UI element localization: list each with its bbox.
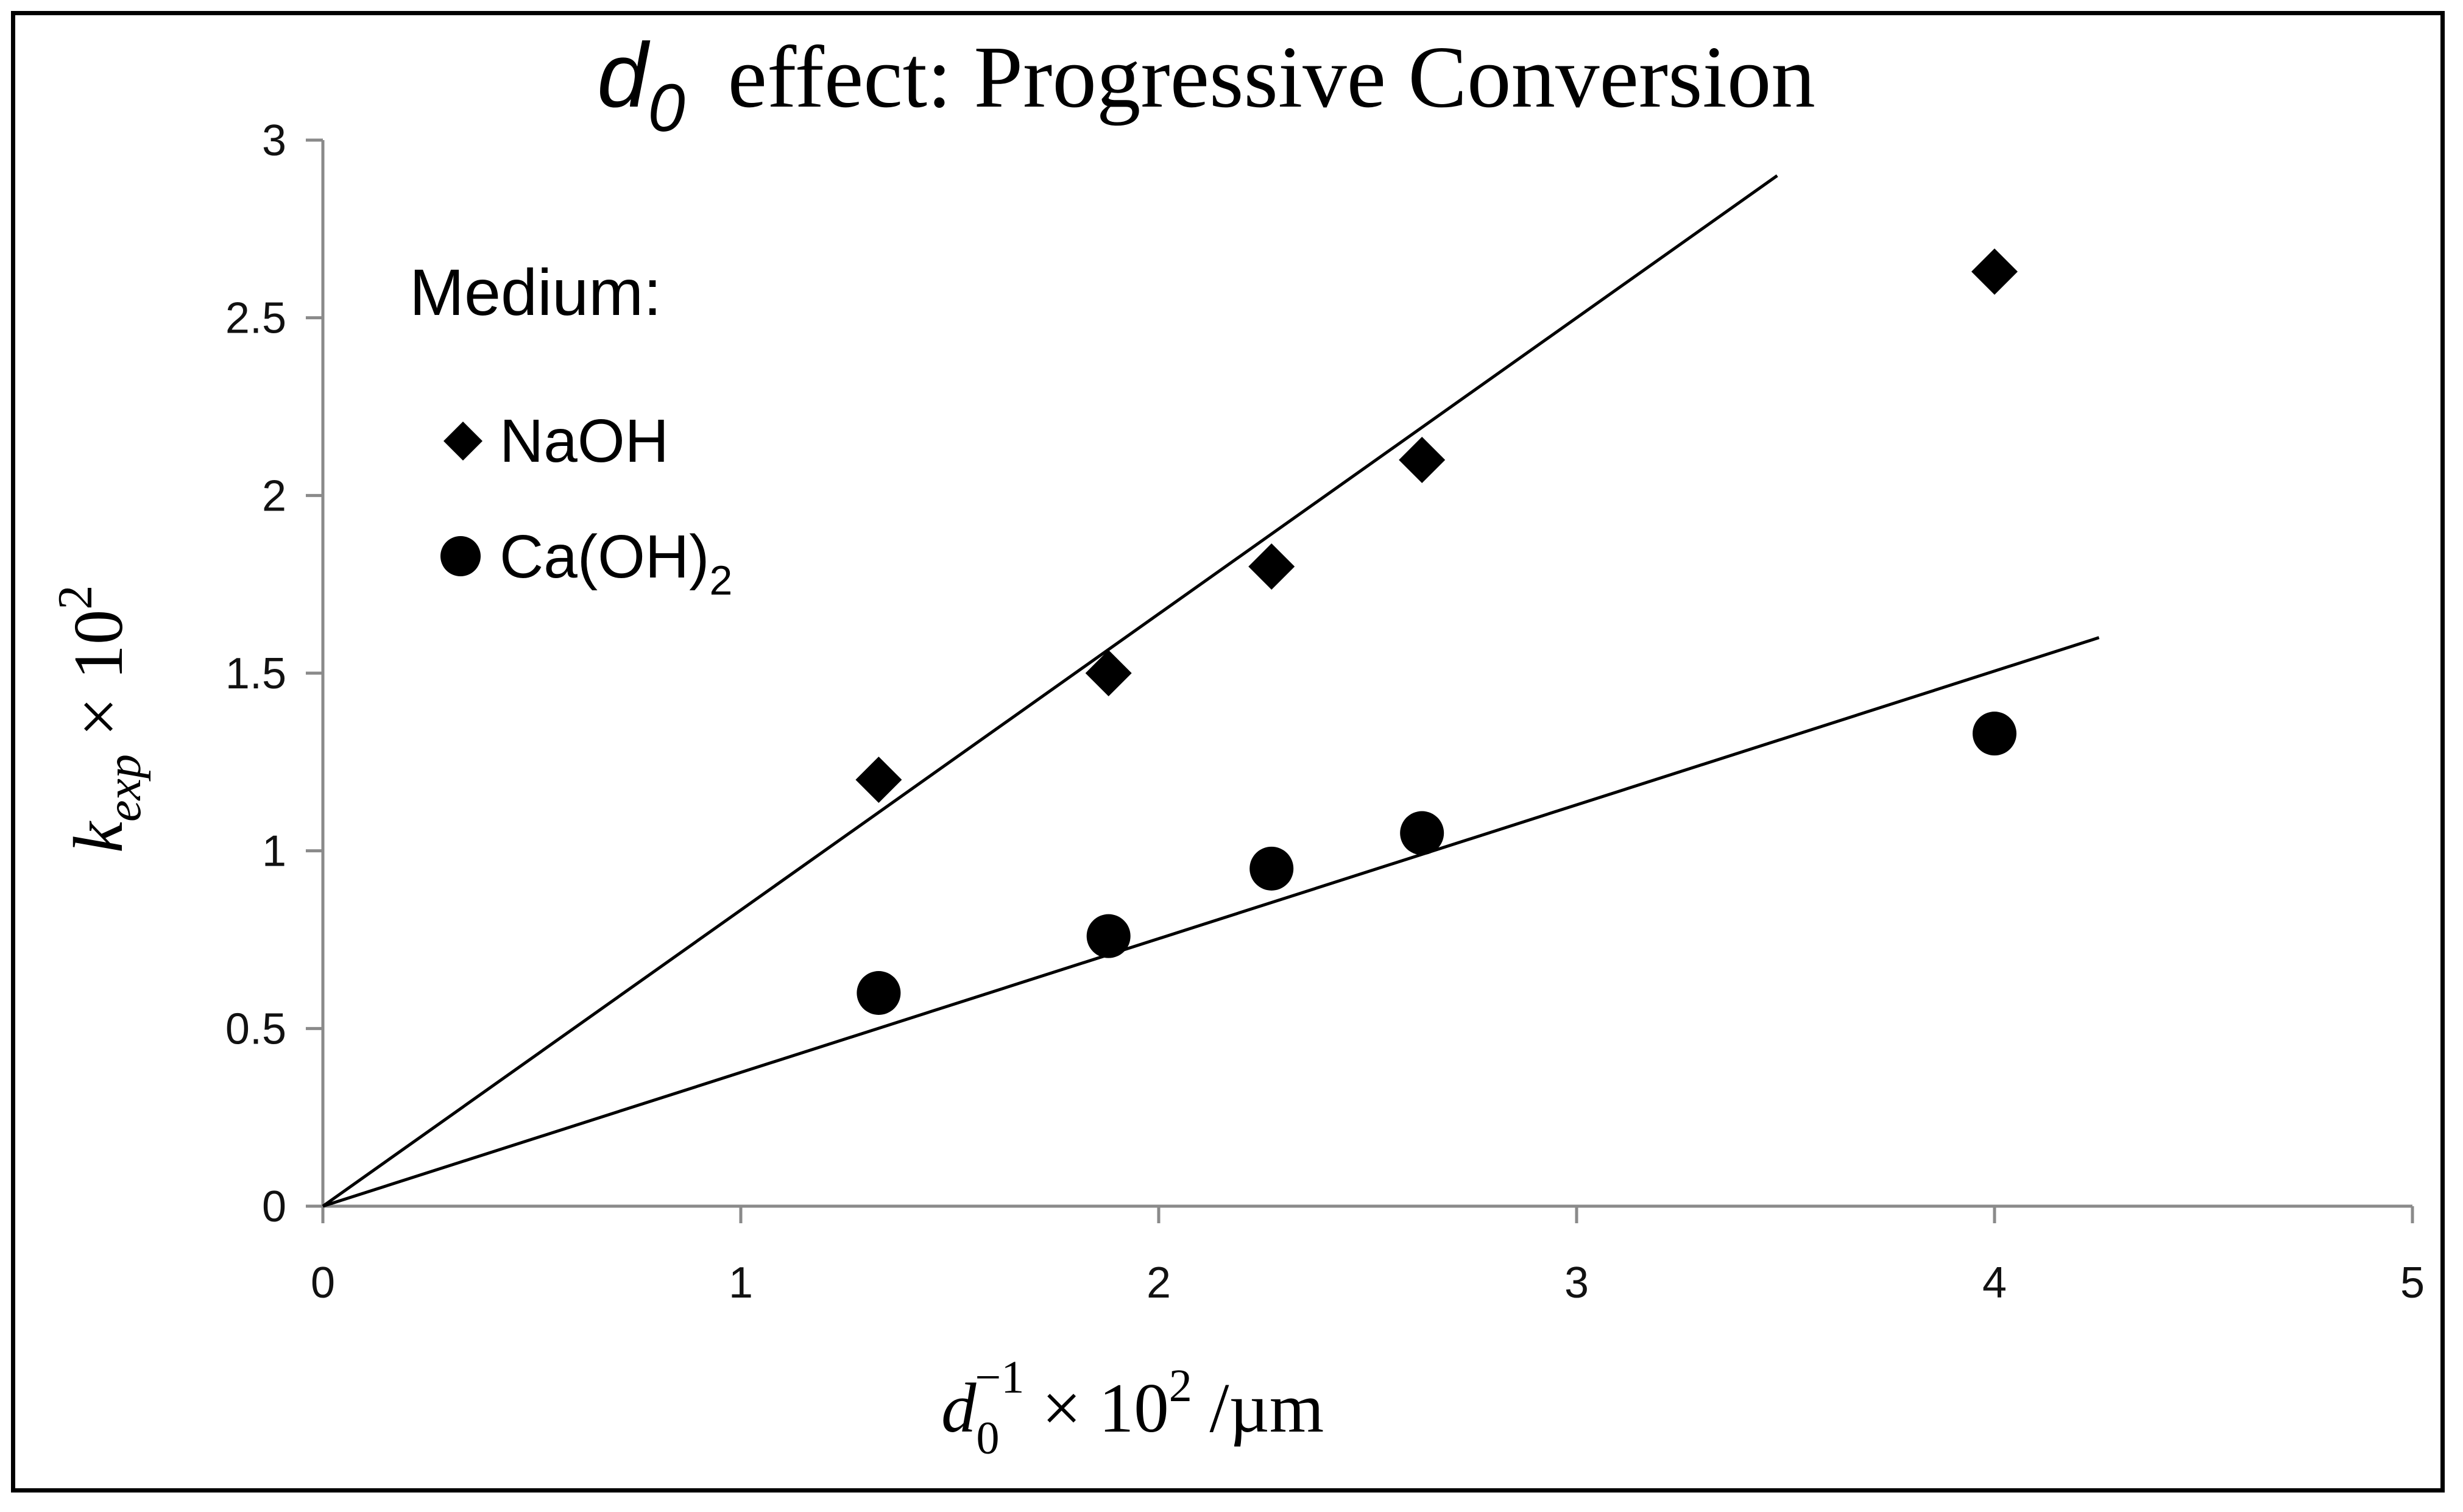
point-naoh — [1399, 437, 1446, 483]
x-tick-label: 5 — [2400, 1259, 2425, 1307]
x-axis-label: d0−1 × 102 /µm — [941, 1352, 1324, 1464]
point-caoh2 — [1400, 811, 1444, 855]
legend-title: Medium: — [409, 255, 662, 329]
legend-label-caoh2: Ca(OH)2 — [500, 523, 732, 604]
y-ticks: 0 0.5 1 1.5 2 2.5 3 — [225, 116, 323, 1231]
axes: 0 0.5 1 1.5 2 2.5 3 0 1 2 3 4 5 — [225, 116, 2425, 1307]
x-tick-label: 1 — [729, 1259, 753, 1307]
legend: Medium: NaOH Ca(OH)2 — [409, 255, 732, 604]
y-tick-label: 0 — [262, 1182, 286, 1231]
chart-frame — [11, 11, 2445, 1493]
legend-label-naoh: NaOH — [500, 407, 669, 475]
y-tick-label: 2.5 — [225, 294, 286, 343]
data-points — [855, 248, 2018, 1015]
point-naoh — [1085, 650, 1132, 696]
point-caoh2 — [857, 971, 901, 1015]
point-naoh — [1248, 543, 1295, 590]
y-tick-label: 3 — [262, 116, 286, 165]
point-naoh — [855, 757, 902, 803]
legend-marker-naoh — [443, 422, 482, 461]
fit-lines — [322, 174, 2100, 1208]
y-tick-label: 1.5 — [225, 649, 286, 698]
fit-line-caoh2 — [322, 636, 2100, 1208]
x-tick-label: 4 — [1982, 1259, 2007, 1307]
y-tick-label: 1 — [262, 827, 286, 876]
fit-line-naoh — [322, 174, 1778, 1208]
x-tick-label: 3 — [1564, 1259, 1589, 1307]
x-ticks: 0 1 2 3 4 5 — [311, 1206, 2425, 1307]
y-tick-label: 2 — [262, 472, 286, 520]
chart-title: d0 effect: Progressive Conversion — [597, 24, 1815, 146]
point-naoh — [1971, 248, 2018, 295]
point-caoh2 — [1086, 914, 1131, 958]
x-tick-label: 2 — [1147, 1259, 1171, 1307]
y-tick-label: 0.5 — [225, 1005, 286, 1053]
y-axis-label: kexp × 102 — [49, 585, 151, 853]
point-caoh2 — [1973, 712, 2016, 756]
x-tick-label: 0 — [311, 1259, 335, 1307]
legend-marker-caoh2 — [440, 536, 481, 576]
point-caoh2 — [1249, 846, 1294, 891]
